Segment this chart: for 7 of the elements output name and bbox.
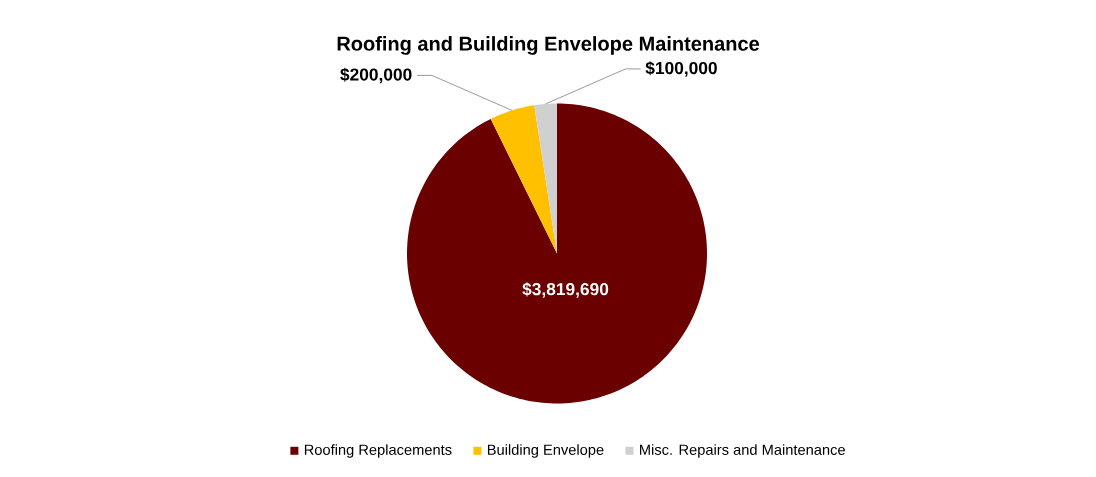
data-label: $200,000 [340,67,412,84]
chart-title: Roofing and Building Envelope Maintenance [337,36,760,55]
legend-label: Roofing Replacements [304,444,452,458]
legend-label: Building Envelope [487,444,604,458]
data-label: $100,000 [645,61,717,77]
legend-label: Misc. Repairs and Maintenance [640,444,845,458]
data-label: $3,819,690 [522,282,609,298]
